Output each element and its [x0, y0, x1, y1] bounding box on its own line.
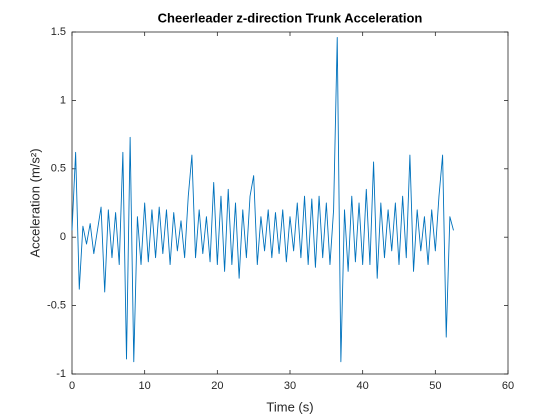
y-tick-label: 0.5	[51, 163, 66, 175]
x-tick-label: 20	[211, 380, 223, 392]
x-tick-label: 60	[502, 380, 514, 392]
y-axis-label: Acceleration (m/s²)	[27, 148, 42, 257]
plot-area	[71, 31, 509, 375]
x-tick-label: 50	[429, 380, 441, 392]
x-tick-label: 10	[139, 380, 151, 392]
y-tick-label: 1	[60, 94, 66, 106]
x-tick-label: 0	[69, 380, 75, 392]
data-line	[71, 37, 454, 363]
y-tick-label: 0	[60, 231, 66, 243]
y-tick-label: -0.5	[47, 300, 66, 312]
y-tick-label: 1.5	[51, 26, 66, 38]
y-tick-label: -1	[56, 368, 66, 380]
x-tick-label: 30	[284, 380, 296, 392]
x-axis-label: Time (s)	[266, 399, 313, 414]
x-tick-label: 40	[357, 380, 369, 392]
chart-title: Cheerleader z-direction Trunk Accelerati…	[158, 10, 423, 25]
